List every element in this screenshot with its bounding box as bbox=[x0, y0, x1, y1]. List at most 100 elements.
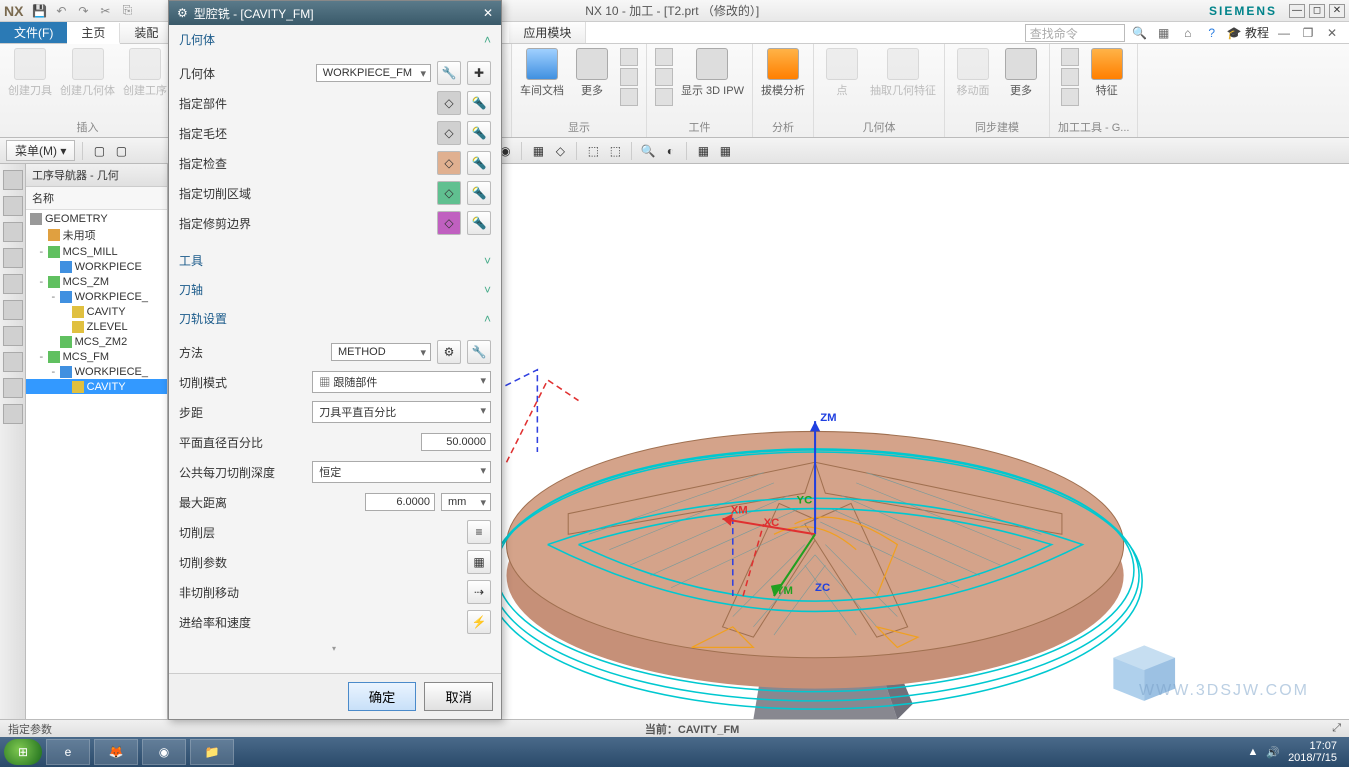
extract-geom-button[interactable]: 抽取几何特征 bbox=[870, 48, 936, 98]
tab-assembly[interactable]: 装配 bbox=[120, 22, 173, 43]
shop-doc-button[interactable]: 车间文档 bbox=[520, 48, 564, 98]
machining-small-icons[interactable] bbox=[1061, 48, 1079, 106]
cut-pattern-dropdown[interactable]: ▦ 跟随部件 bbox=[312, 371, 491, 393]
tree-item[interactable]: GEOMETRY bbox=[26, 212, 167, 226]
navigator-tree[interactable]: GEOMETRY 未用项-MCS_MILL WORKPIECE-MCS_ZM-W… bbox=[26, 210, 167, 724]
cut-params-icon[interactable]: ▦ bbox=[467, 550, 491, 574]
dialog-close-icon[interactable]: ✕ bbox=[483, 6, 493, 20]
more-display-button[interactable]: 更多 bbox=[572, 48, 612, 98]
geom-display-icon[interactable]: 🔦 bbox=[467, 121, 491, 145]
tutorial-link[interactable]: 🎓 教程 bbox=[1227, 24, 1269, 41]
ok-button[interactable]: 确定 bbox=[348, 682, 417, 711]
tree-item[interactable]: CAVITY bbox=[26, 304, 167, 319]
tree-item[interactable]: MCS_ZM2 bbox=[26, 334, 167, 349]
maximize-button[interactable]: ◻ bbox=[1309, 4, 1325, 18]
geom-display-icon[interactable]: 🔦 bbox=[467, 151, 491, 175]
minimize-button[interactable]: — bbox=[1289, 4, 1305, 18]
resource-tab-4[interactable] bbox=[3, 248, 23, 268]
geom-display-icon[interactable]: 🔦 bbox=[467, 91, 491, 115]
display-small-icons[interactable] bbox=[620, 48, 638, 106]
tree-item[interactable]: -WORKPIECE_ bbox=[26, 364, 167, 379]
method-new-icon[interactable]: 🔧 bbox=[467, 340, 491, 364]
geom-select-icon[interactable]: ◇ bbox=[437, 151, 461, 175]
method-edit-icon[interactable]: ⚙ bbox=[437, 340, 461, 364]
resource-tab-9[interactable] bbox=[3, 378, 23, 398]
view-triad-icon[interactable] bbox=[1113, 645, 1175, 701]
tb-icon-8[interactable]: ⬚ bbox=[606, 142, 624, 160]
search-icon[interactable]: 🔍 bbox=[1131, 24, 1149, 42]
maxdist-input[interactable]: 6.0000 bbox=[365, 493, 435, 511]
geom-select-icon[interactable]: ◇ bbox=[437, 211, 461, 235]
point-button[interactable]: 点 bbox=[822, 48, 862, 98]
taskbar-ie-icon[interactable]: e bbox=[46, 739, 90, 765]
tb-icon-6[interactable]: ◇ bbox=[551, 142, 569, 160]
stepover-dropdown[interactable]: 刀具平直百分比 bbox=[312, 401, 491, 423]
create-geometry-button[interactable]: 创建几何体 bbox=[60, 48, 115, 98]
geom-select-icon[interactable]: ◇ bbox=[437, 91, 461, 115]
resource-tab-10[interactable] bbox=[3, 404, 23, 424]
geometry-new-icon[interactable]: ✚ bbox=[467, 61, 491, 85]
tree-item[interactable]: -MCS_ZM bbox=[26, 274, 167, 289]
tb-icon-10[interactable]: ◐ bbox=[661, 142, 679, 160]
system-tray[interactable]: ▲ 🔊 17:07 2018/7/15 bbox=[1247, 740, 1345, 764]
depth-dropdown[interactable]: 恒定 bbox=[312, 461, 491, 483]
draft-analysis-button[interactable]: 拔模分析 bbox=[761, 48, 805, 98]
resource-tab-3[interactable] bbox=[3, 222, 23, 242]
resource-tab-2[interactable] bbox=[3, 196, 23, 216]
tb-icon-9[interactable]: 🔍 bbox=[639, 142, 657, 160]
section-path[interactable]: 刀轨设置˄ bbox=[169, 304, 501, 333]
workpiece-small-icons[interactable] bbox=[655, 48, 673, 106]
tray-flag-icon[interactable]: ▲ bbox=[1247, 746, 1258, 758]
dialog-title-bar[interactable]: ⚙ 型腔铣 - [CAVITY_FM] ✕ bbox=[169, 1, 501, 25]
cancel-button[interactable]: 取消 bbox=[424, 682, 493, 711]
geometry-edit-icon[interactable]: 🔧 bbox=[437, 61, 461, 85]
tree-item[interactable]: 未用项 bbox=[26, 226, 167, 244]
tb-icon-2[interactable]: ▢ bbox=[112, 142, 130, 160]
tree-item[interactable]: -MCS_MILL bbox=[26, 244, 167, 259]
maxdist-unit-dropdown[interactable]: mm bbox=[441, 493, 491, 511]
taskbar-explorer-icon[interactable]: 📁 bbox=[190, 739, 234, 765]
geom-display-icon[interactable]: 🔦 bbox=[467, 211, 491, 235]
tree-item[interactable]: -WORKPIECE_ bbox=[26, 289, 167, 304]
qat-copy-icon[interactable]: ⎘ bbox=[119, 3, 135, 19]
inner-close-icon[interactable]: ✕ bbox=[1323, 24, 1341, 42]
geom-select-icon[interactable]: ◇ bbox=[437, 121, 461, 145]
qat-redo-icon[interactable]: ↷ bbox=[75, 3, 91, 19]
home-icon[interactable]: ⌂ bbox=[1179, 24, 1197, 42]
show-3d-ipw-button[interactable]: 显示 3D IPW bbox=[681, 48, 744, 98]
geometry-dropdown[interactable]: WORKPIECE_FM bbox=[316, 64, 431, 82]
tb-icon-5[interactable]: ▦ bbox=[529, 142, 547, 160]
start-button[interactable]: ⊞ bbox=[4, 739, 42, 765]
taskbar-app-icon[interactable]: ◉ bbox=[142, 739, 186, 765]
percent-input[interactable]: 50.0000 bbox=[421, 433, 491, 451]
tree-item[interactable]: -MCS_FM bbox=[26, 349, 167, 364]
tab-home[interactable]: 主页 bbox=[67, 23, 120, 44]
geom-display-icon[interactable]: 🔦 bbox=[467, 181, 491, 205]
inner-minimize-icon[interactable]: — bbox=[1275, 24, 1293, 42]
command-search[interactable]: 查找命令 bbox=[1025, 24, 1125, 42]
method-dropdown[interactable]: METHOD bbox=[331, 343, 431, 361]
status-expand-icon[interactable]: ⤢ bbox=[1332, 722, 1341, 735]
tb-icon-7[interactable]: ⬚ bbox=[584, 142, 602, 160]
file-menu[interactable]: 文件(F) bbox=[0, 22, 67, 43]
section-tool[interactable]: 工具˅ bbox=[169, 246, 501, 275]
resource-tab-7[interactable] bbox=[3, 326, 23, 346]
tree-item[interactable]: WORKPIECE bbox=[26, 259, 167, 274]
close-button[interactable]: ✕ bbox=[1329, 4, 1345, 18]
resource-tab-6[interactable] bbox=[3, 300, 23, 320]
feeds-icon[interactable]: ⚡ bbox=[467, 610, 491, 634]
qat-save-icon[interactable]: 💾 bbox=[31, 3, 47, 19]
tray-network-icon[interactable]: 🔊 bbox=[1266, 746, 1280, 759]
section-axis[interactable]: 刀轴˅ bbox=[169, 275, 501, 304]
move-face-button[interactable]: 移动面 bbox=[953, 48, 993, 98]
section-geometry[interactable]: 几何体˄ bbox=[169, 25, 501, 54]
help-icon[interactable]: ? bbox=[1203, 24, 1221, 42]
tree-item[interactable]: ZLEVEL bbox=[26, 319, 167, 334]
tb-icon-11[interactable]: ▦ bbox=[694, 142, 712, 160]
resource-tab-1[interactable] bbox=[3, 170, 23, 190]
resource-tab-8[interactable] bbox=[3, 352, 23, 372]
noncut-icon[interactable]: ⇢ bbox=[467, 580, 491, 604]
menu-button[interactable]: 菜单(M) ▾ bbox=[6, 140, 75, 161]
qat-undo-icon[interactable]: ↶ bbox=[53, 3, 69, 19]
resource-tab-5[interactable] bbox=[3, 274, 23, 294]
